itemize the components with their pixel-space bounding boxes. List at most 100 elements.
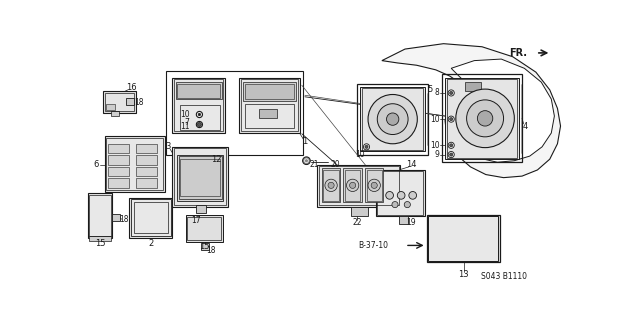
- Bar: [131, 199, 171, 236]
- Bar: [351, 207, 368, 216]
- Bar: [129, 198, 172, 238]
- Bar: [111, 111, 118, 116]
- Bar: [174, 79, 223, 131]
- Text: 20: 20: [331, 160, 340, 169]
- Bar: [427, 215, 500, 262]
- Bar: [180, 159, 220, 196]
- Bar: [243, 82, 296, 101]
- Text: 15: 15: [95, 239, 106, 249]
- Text: 18: 18: [119, 215, 129, 224]
- Bar: [345, 170, 360, 201]
- Circle shape: [450, 92, 452, 94]
- Text: B-37-10: B-37-10: [358, 241, 388, 250]
- Text: 17: 17: [191, 216, 200, 225]
- Bar: [463, 81, 483, 93]
- Bar: [136, 167, 157, 176]
- Bar: [180, 105, 220, 130]
- Text: S043 B1110: S043 B1110: [481, 272, 527, 281]
- Bar: [201, 243, 209, 250]
- Bar: [344, 168, 362, 202]
- Bar: [106, 104, 115, 110]
- Text: 10: 10: [430, 141, 440, 150]
- Bar: [108, 178, 129, 188]
- Bar: [105, 136, 164, 191]
- Bar: [470, 118, 497, 132]
- Bar: [322, 168, 340, 202]
- Text: 22: 22: [353, 218, 362, 227]
- Bar: [367, 170, 382, 201]
- Bar: [177, 154, 223, 201]
- Bar: [399, 216, 408, 224]
- Bar: [241, 79, 298, 131]
- Bar: [136, 144, 157, 153]
- Circle shape: [371, 182, 378, 189]
- Bar: [365, 168, 383, 202]
- Bar: [239, 78, 300, 133]
- Circle shape: [387, 113, 399, 125]
- Bar: [136, 155, 157, 165]
- Text: 9: 9: [435, 150, 440, 159]
- Bar: [428, 216, 498, 261]
- Text: 14: 14: [406, 160, 417, 169]
- Circle shape: [368, 179, 380, 191]
- Text: 10: 10: [180, 110, 189, 119]
- Circle shape: [328, 182, 334, 189]
- Circle shape: [397, 191, 405, 199]
- Text: 12: 12: [211, 155, 221, 164]
- Bar: [103, 92, 136, 113]
- Text: 18: 18: [206, 246, 216, 255]
- Circle shape: [409, 191, 417, 199]
- Text: 13: 13: [458, 270, 469, 279]
- Bar: [187, 217, 221, 240]
- Bar: [166, 71, 303, 154]
- Bar: [90, 195, 111, 236]
- Text: 2: 2: [148, 239, 154, 249]
- Bar: [376, 170, 425, 216]
- Bar: [323, 170, 339, 201]
- Circle shape: [325, 179, 337, 191]
- Bar: [126, 98, 134, 105]
- Circle shape: [392, 202, 398, 208]
- Bar: [196, 205, 206, 213]
- Bar: [357, 84, 428, 154]
- Circle shape: [450, 153, 452, 156]
- Text: 16: 16: [126, 83, 137, 92]
- Bar: [105, 93, 134, 111]
- Circle shape: [365, 145, 368, 148]
- Text: 5: 5: [427, 85, 432, 94]
- Circle shape: [450, 118, 452, 121]
- Circle shape: [386, 191, 394, 199]
- Bar: [259, 109, 277, 118]
- Text: 19: 19: [406, 218, 416, 227]
- Circle shape: [467, 100, 504, 137]
- Bar: [177, 84, 220, 98]
- Text: 18: 18: [134, 99, 144, 108]
- Circle shape: [450, 144, 452, 147]
- Text: 3: 3: [165, 142, 170, 151]
- Bar: [108, 155, 129, 165]
- Bar: [179, 156, 221, 199]
- Bar: [106, 137, 163, 190]
- Circle shape: [404, 202, 410, 208]
- Bar: [245, 104, 294, 128]
- Bar: [88, 193, 113, 238]
- Text: 10: 10: [356, 150, 365, 159]
- Text: 21: 21: [309, 160, 319, 169]
- Circle shape: [456, 89, 515, 148]
- Circle shape: [303, 157, 310, 165]
- Bar: [378, 172, 424, 215]
- Bar: [108, 167, 129, 176]
- Bar: [245, 84, 294, 99]
- Circle shape: [368, 94, 417, 144]
- Bar: [319, 166, 399, 205]
- Bar: [317, 165, 401, 207]
- Bar: [186, 215, 223, 241]
- Bar: [90, 236, 111, 241]
- Bar: [469, 117, 498, 134]
- Bar: [172, 147, 228, 207]
- Text: 11: 11: [180, 122, 189, 130]
- Polygon shape: [451, 59, 554, 162]
- Bar: [175, 82, 221, 99]
- Text: 4: 4: [522, 122, 528, 130]
- Text: 7: 7: [184, 118, 189, 127]
